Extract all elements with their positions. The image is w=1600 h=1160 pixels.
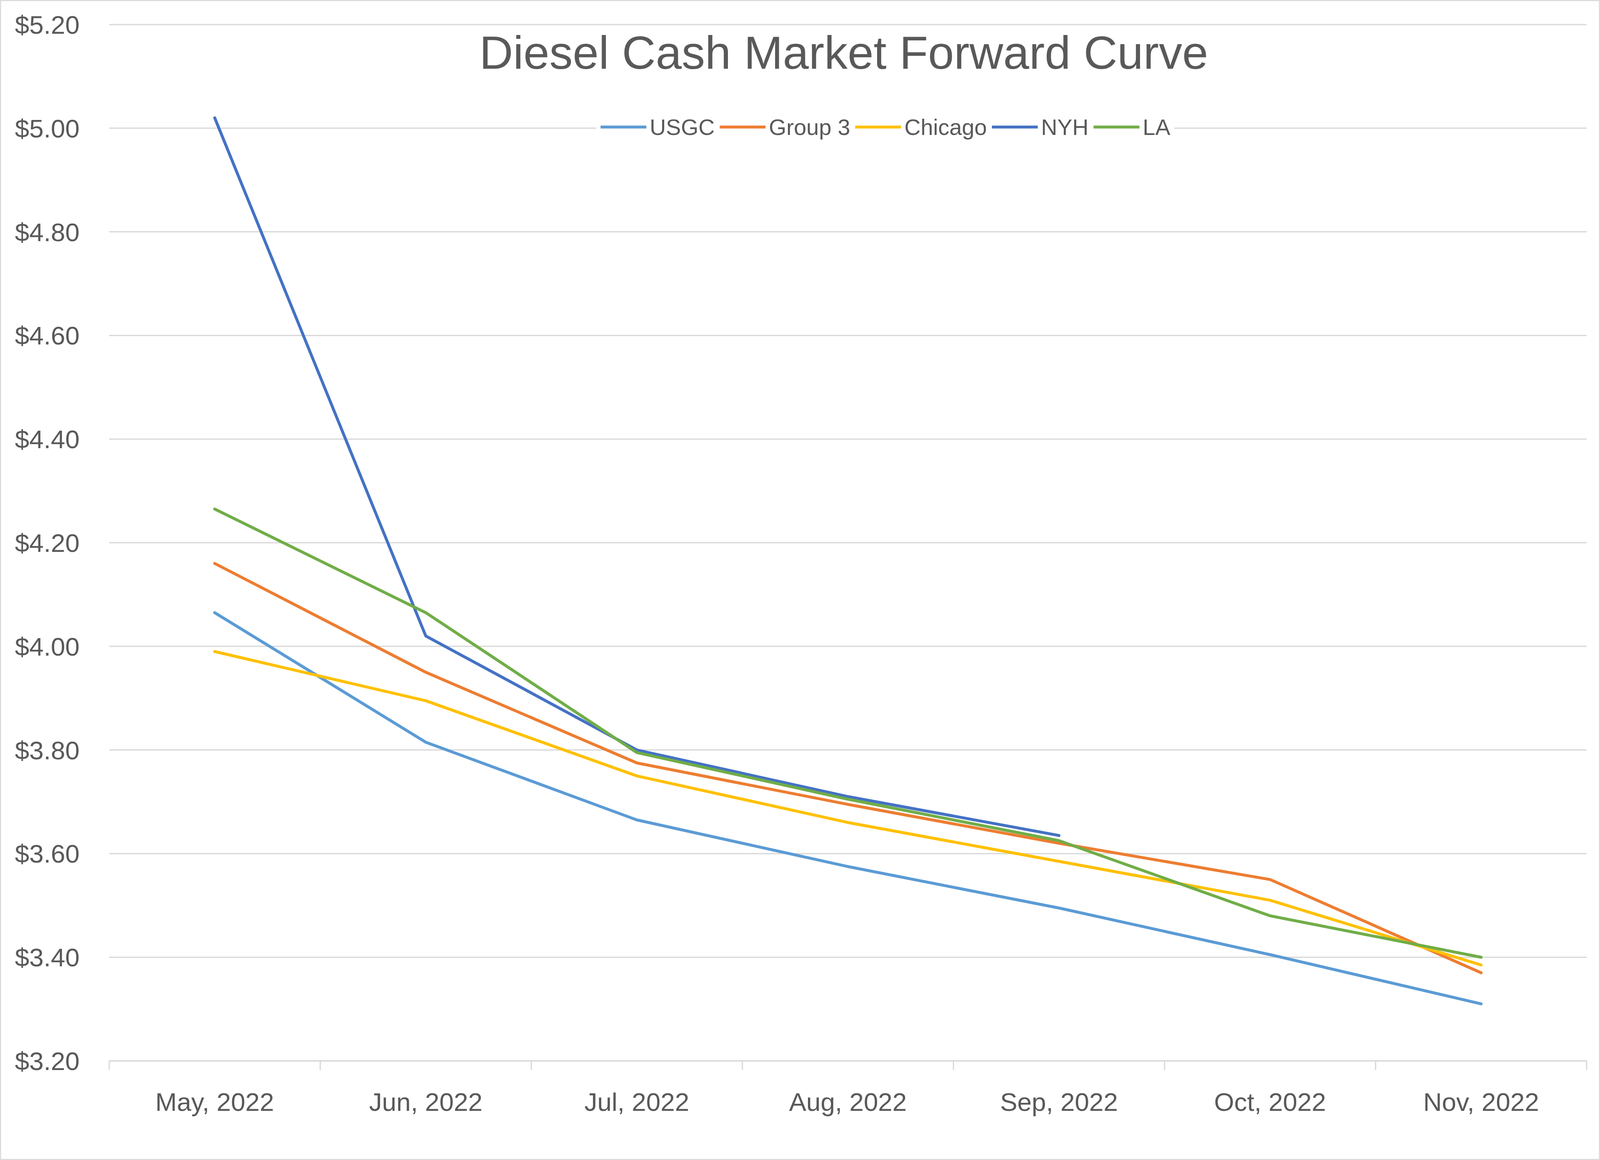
- x-tick-mark: [1375, 1061, 1377, 1071]
- x-tick-mark: [1163, 1061, 1165, 1071]
- legend-item: NYH: [992, 114, 1089, 140]
- x-tick-label: Oct, 2022: [1214, 1087, 1327, 1117]
- legend-item: Group 3: [719, 114, 850, 140]
- y-tick-label: $3.20: [15, 1047, 80, 1076]
- x-tick-label: Jun, 2022: [369, 1087, 483, 1117]
- y-tick-label: $4.80: [15, 217, 80, 247]
- legend-swatch: [992, 125, 1038, 129]
- series-line: [214, 509, 1481, 958]
- chart-frame: [0, 0, 1600, 1160]
- grid-line: [109, 957, 1587, 959]
- legend-label: USGC: [649, 114, 715, 140]
- legend-item: Chicago: [855, 114, 987, 140]
- series-line: [214, 651, 1481, 966]
- legend-swatch: [855, 125, 901, 129]
- series-line: [214, 117, 1059, 836]
- grid-line: [109, 24, 1587, 26]
- grid-line: [109, 853, 1587, 855]
- grid-line: [109, 542, 1587, 544]
- y-tick-label: $4.40: [15, 425, 80, 454]
- x-tick-mark: [108, 1061, 110, 1071]
- x-tick-label: Nov, 2022: [1423, 1087, 1540, 1117]
- legend: USGC Group 3 Chicago NYH LA: [596, 110, 1175, 144]
- chart-title: Diesel Cash Market Forward Curve: [479, 26, 1209, 79]
- y-tick-label: $3.80: [15, 736, 80, 765]
- grid-line: [109, 231, 1587, 233]
- legend-label: Chicago: [904, 114, 987, 140]
- grid-line: [109, 749, 1587, 751]
- x-tick-mark: [952, 1061, 955, 1071]
- legend-item: USGC: [600, 114, 715, 140]
- x-tick-label: Jul, 2022: [584, 1087, 690, 1117]
- series-line: [214, 612, 1481, 1005]
- legend-background: [596, 110, 1175, 144]
- x-tick-mark: [741, 1061, 743, 1071]
- series-line: [214, 563, 1481, 974]
- x-axis-line: [109, 1060, 1587, 1063]
- y-axis: $3.20 $3.40 $3.60 $3.80 $4.00 $4.20 $4.40 $4.60…: [15, 10, 80, 1076]
- y-tick-label: $3.60: [15, 839, 80, 869]
- x-tick-label: Sep, 2022: [1000, 1087, 1118, 1117]
- legend-swatch: [719, 125, 766, 129]
- grid-line: [109, 438, 1587, 440]
- x-axis: May, 2022 Jun, 2022 Jul, 2022 Aug, 2022 Sep,…: [109, 1061, 1587, 1117]
- x-tick-label: May, 2022: [155, 1087, 275, 1117]
- grid-line: [109, 645, 1587, 648]
- x-tick-label: Aug, 2022: [789, 1087, 908, 1117]
- y-tick-label: $5.20: [15, 10, 80, 40]
- y-tick-label: $3.40: [15, 943, 80, 973]
- x-tick-mark: [530, 1061, 533, 1071]
- series-lines: [214, 117, 1481, 1005]
- y-tick-label: $4.60: [15, 321, 80, 350]
- grid-line: [109, 1060, 1587, 1063]
- x-tick-mark: [1586, 1061, 1588, 1071]
- y-tick-label: $4.00: [15, 632, 80, 662]
- x-tick-mark: [319, 1061, 321, 1071]
- chart: $3.20 $3.40 $3.60 $3.80 $4.00 $4.20 $4.40 $4.60…: [0, 0, 1600, 1160]
- legend-label: NYH: [1041, 114, 1089, 140]
- legend-label: Group 3: [768, 114, 850, 140]
- legend-swatch: [600, 125, 647, 129]
- grid: [109, 24, 1587, 1062]
- y-tick-label: $5.00: [15, 114, 80, 143]
- legend-swatch: [1093, 125, 1140, 129]
- legend-item: LA: [1093, 114, 1171, 140]
- legend-label: LA: [1142, 114, 1171, 140]
- grid-line: [109, 335, 1587, 337]
- y-tick-label: $4.20: [15, 528, 80, 558]
